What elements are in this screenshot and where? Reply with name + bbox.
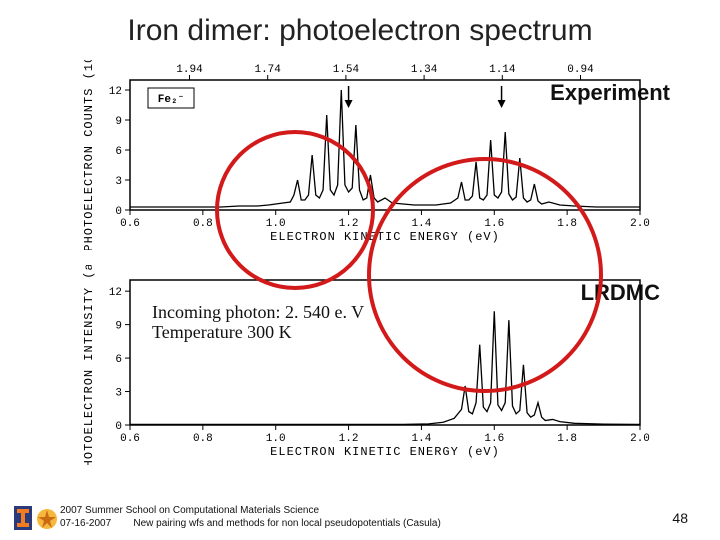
svg-text:0: 0 [115,421,122,433]
svg-text:1.8: 1.8 [557,433,577,445]
svg-text:Fe₂⁻: Fe₂⁻ [158,94,184,106]
svg-text:2.0: 2.0 [630,218,650,230]
svg-text:9: 9 [115,116,122,128]
svg-text:3: 3 [115,176,122,188]
svg-text:9: 9 [115,321,122,333]
footer-line-1: 2007 Summer School on Computational Mate… [60,505,441,518]
logo-star-icon [36,508,58,530]
page-title: Iron dimer: photoelectron spectrum [0,14,720,48]
svg-text:1.2: 1.2 [339,433,359,445]
svg-text:ELECTRON KINETIC ENERGY (eV): ELECTRON KINETIC ENERGY (eV) [270,445,500,459]
svg-text:0.6: 0.6 [120,433,140,445]
svg-text:6: 6 [115,354,122,366]
svg-text:1.6: 1.6 [484,433,504,445]
svg-text:12: 12 [109,287,122,299]
svg-text:0.8: 0.8 [193,433,213,445]
svg-text:6: 6 [115,146,122,158]
logo-illinois-icon [14,506,32,530]
svg-text:3: 3 [115,388,122,400]
svg-text:1.54: 1.54 [333,64,360,76]
svg-text:0.94: 0.94 [567,64,594,76]
highlight-circle [367,157,603,393]
svg-text:PHOTOELECTRON COUNTS (10²): PHOTOELECTRON COUNTS (10²) [82,60,96,250]
svg-text:ELECTRON BINDING ENERGY: ELECTRON BINDING ENERGY [291,60,480,64]
page-number: 48 [672,510,688,526]
svg-text:2.0: 2.0 [630,433,650,445]
svg-text:0.8: 0.8 [193,218,213,230]
svg-text:1.74: 1.74 [254,64,281,76]
svg-text:1.94: 1.94 [176,64,203,76]
svg-text:PHOTOELECTRON INTENSITY (a.u.): PHOTOELECTRON INTENSITY (a.u.) [82,265,96,465]
svg-text:0: 0 [115,206,122,218]
svg-text:1.0: 1.0 [266,433,286,445]
svg-text:1.4: 1.4 [412,433,432,445]
highlight-circle [215,130,375,290]
svg-text:1.14: 1.14 [489,64,516,76]
svg-text:1.34: 1.34 [411,64,438,76]
svg-text:0.6: 0.6 [120,218,140,230]
footer-text: 2007 Summer School on Computational Mate… [60,505,441,530]
footer-line-2: 07-16-2007 New pairing wfs and methods f… [60,518,441,531]
svg-text:12: 12 [109,86,122,98]
